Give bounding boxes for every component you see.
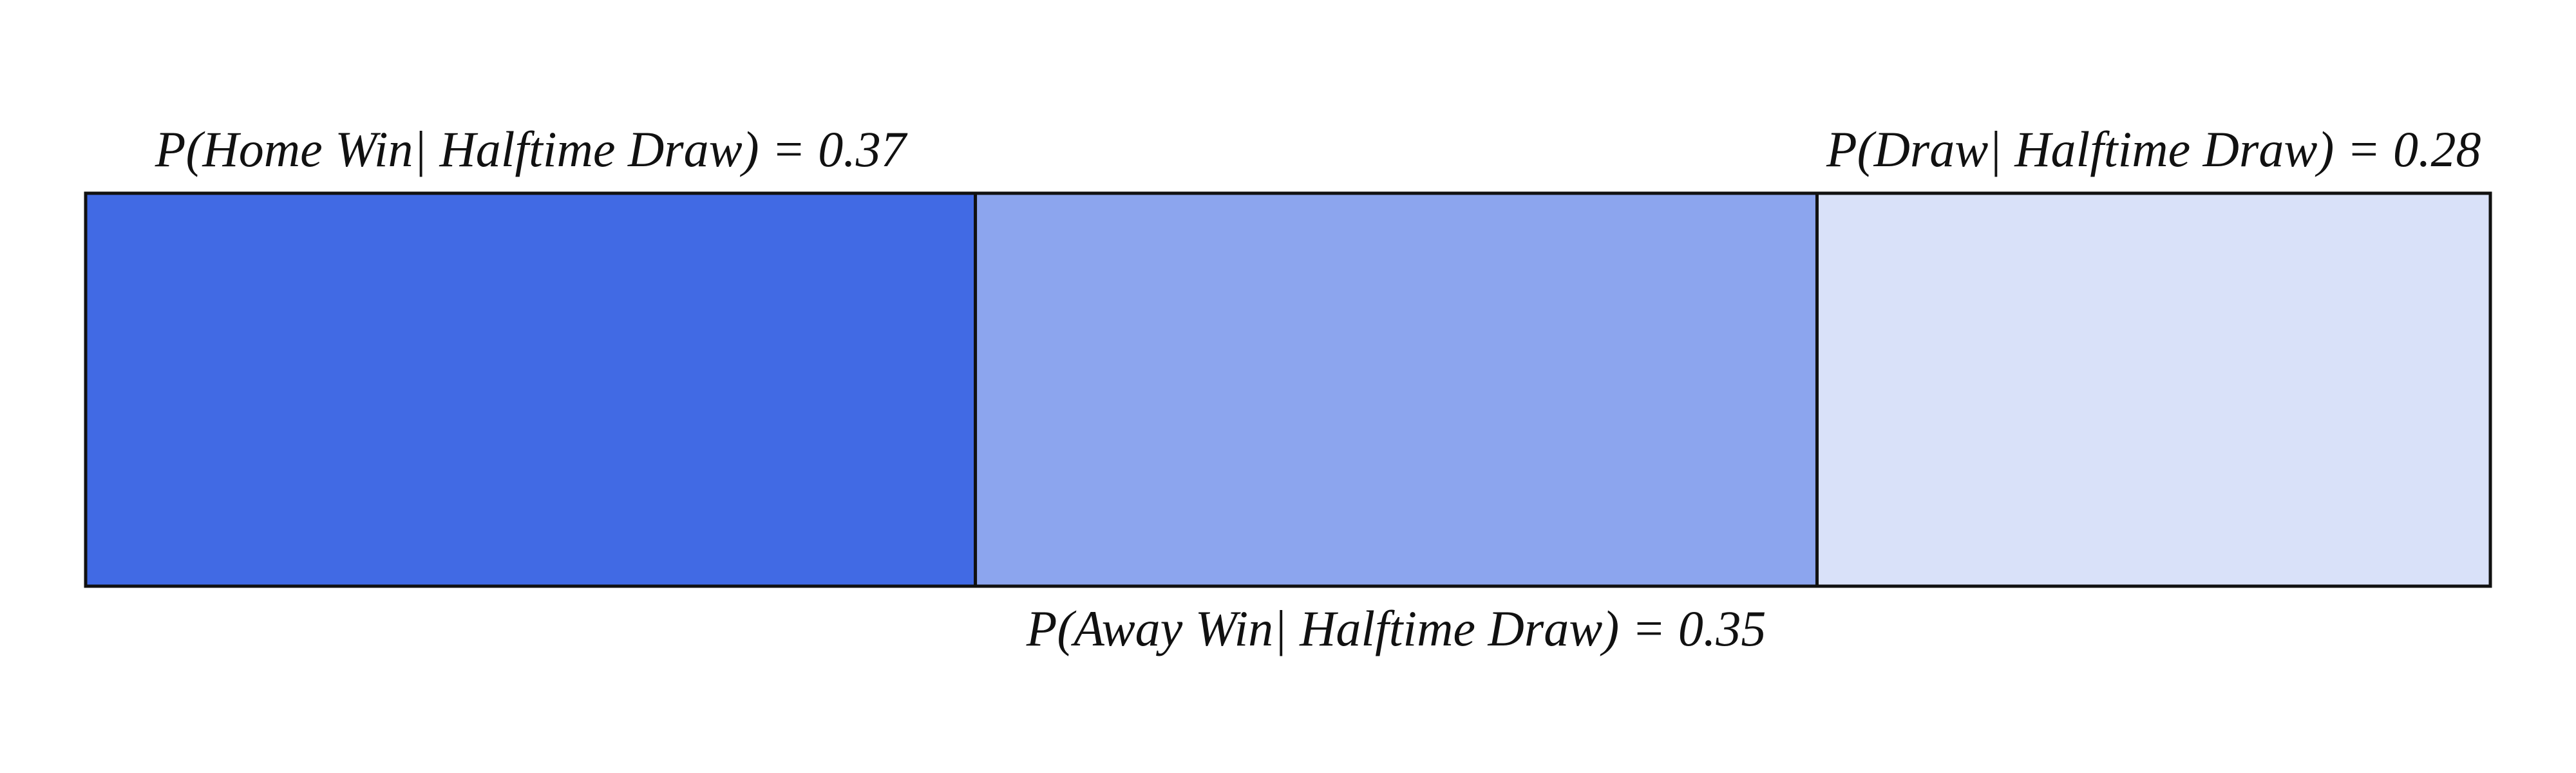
bar-segment-draw [1815,191,2492,588]
bar-segment-away-win [974,191,1819,588]
segment-label-home-win: P(Home Win| Halftime Draw) = 0.37 [155,121,908,177]
segment-label-draw: P(Draw| Halftime Draw) = 0.28 [1826,121,2481,177]
segment-labels: P(Home Win| Halftime Draw) = 0.37 P(Away … [155,121,2481,656]
bar-segments [84,191,2492,588]
segment-label-away-win: P(Away Win| Halftime Draw) = 0.35 [1026,600,1766,656]
bar-segment-home-win [84,191,978,588]
